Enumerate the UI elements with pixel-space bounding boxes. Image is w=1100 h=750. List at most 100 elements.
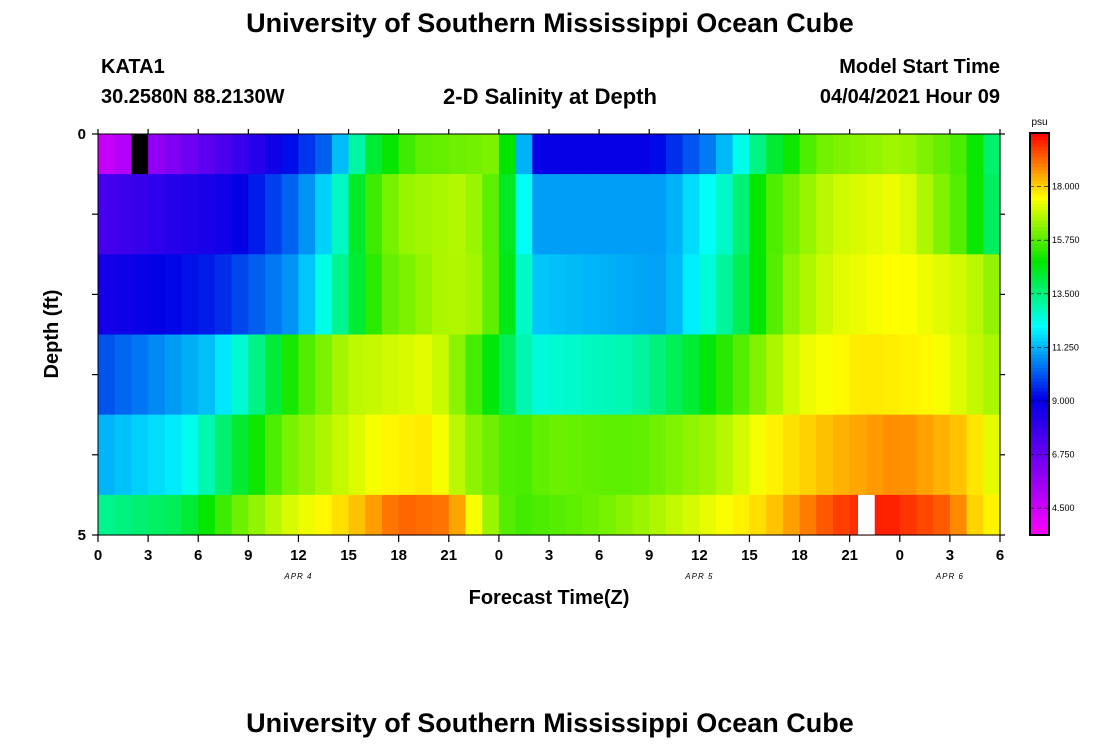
- colorbar-segment: [1030, 380, 1049, 385]
- heatmap-cell-marker: [131, 134, 149, 175]
- heatmap-cell: [465, 174, 483, 255]
- date-label: APR 5: [684, 572, 713, 581]
- heatmap-cell: [398, 254, 416, 336]
- colorbar-segment: [1030, 163, 1049, 168]
- y-tick-label: 0: [78, 126, 86, 143]
- heatmap-cell: [599, 134, 617, 175]
- heatmap-cell: [315, 134, 333, 175]
- colorbar-segment: [1030, 297, 1049, 302]
- heatmap-cell: [415, 494, 433, 536]
- colorbar-segment: [1030, 200, 1049, 204]
- colorbar-segment: [1030, 183, 1049, 188]
- colorbar-segment: [1030, 226, 1049, 231]
- colorbar-segment: [1030, 246, 1049, 251]
- heatmap-cell: [782, 134, 801, 175]
- heatmap-cell: [398, 494, 416, 536]
- colorbar-segment: [1030, 528, 1049, 533]
- colorbar-frame: [1029, 132, 1050, 536]
- heatmap-cell: [732, 494, 751, 536]
- heatmap-cell: [231, 334, 249, 416]
- heatmap-cell: [983, 494, 1001, 536]
- heatmap-cell: [448, 174, 467, 255]
- station-coords: 30.2580N 88.2130W: [101, 86, 285, 108]
- heatmap-cell: [665, 414, 684, 496]
- x-tick-label: 6: [194, 547, 202, 564]
- heatmap-cell: [248, 134, 266, 175]
- heatmap-cell: [281, 134, 300, 175]
- heatmap-cell: [549, 134, 567, 175]
- heatmap-cell: [114, 334, 133, 416]
- colorbar-segment: [1030, 511, 1049, 516]
- x-tick-label: 6: [996, 547, 1004, 564]
- heatmap-cell: [365, 254, 383, 336]
- heatmap-cell: [966, 334, 984, 416]
- colorbar-tick-label: 15.750: [1052, 235, 1080, 245]
- colorbar-segment: [1030, 159, 1049, 164]
- heatmap-cell: [214, 174, 233, 255]
- colorbar-tick-label: 13.500: [1052, 289, 1080, 299]
- heatmap-cell: [749, 134, 767, 175]
- heatmap-cell: [265, 414, 283, 496]
- heatmap-cell: [732, 334, 751, 416]
- heatmap-cell: [348, 334, 366, 416]
- heatmap-cell: [849, 174, 867, 255]
- colorbar-segment: [1030, 220, 1049, 225]
- heatmap-cell: [98, 134, 116, 175]
- heatmap-cell: [866, 334, 884, 416]
- heatmap-cell: [799, 134, 817, 175]
- heatmap-cell: [866, 254, 884, 336]
- colorbar-segment: [1030, 186, 1049, 191]
- heatmap-cell: [632, 414, 650, 496]
- colorbar-segment: [1030, 491, 1049, 496]
- heatmap-cell: [916, 254, 934, 336]
- colorbar-segment: [1030, 230, 1049, 235]
- heatmap-cell: [331, 334, 350, 416]
- heatmap-cell: [498, 134, 517, 175]
- heatmap-cell: [599, 494, 617, 536]
- heatmap-cell: [899, 494, 918, 536]
- heatmap-cell: [682, 414, 700, 496]
- colorbar-segment: [1030, 290, 1049, 295]
- heatmap-cell: [532, 254, 550, 336]
- heatmap-cell: [716, 134, 734, 175]
- heatmap-cell: [599, 174, 617, 255]
- heatmap-cell: [933, 414, 951, 496]
- heatmap-cell: [348, 134, 366, 175]
- heatmap-cell: [164, 334, 183, 416]
- heatmap-cell: [665, 334, 684, 416]
- heatmap-cell: [415, 174, 433, 255]
- heatmap-cell: [448, 134, 467, 175]
- heatmap-cell: [699, 134, 717, 175]
- heatmap-cell: [966, 414, 984, 496]
- x-tick-label: 3: [545, 547, 553, 564]
- heatmap-cell: [365, 174, 383, 255]
- heatmap-cell: [331, 254, 350, 336]
- heatmap-cell: [582, 334, 600, 416]
- heatmap-cell: [832, 174, 851, 255]
- heatmap-cell: [214, 254, 233, 336]
- heatmap-cell: [615, 254, 634, 336]
- heatmap-cell: [315, 494, 333, 536]
- heatmap-cell: [599, 414, 617, 496]
- heatmap-cell: [549, 174, 567, 255]
- heatmap-cell: [148, 134, 166, 175]
- heatmap-cell: [265, 174, 283, 255]
- colorbar-segment: [1030, 317, 1049, 322]
- heatmap-cell: [114, 174, 133, 255]
- heatmap-cell: [899, 414, 918, 496]
- colorbar-segment: [1030, 166, 1049, 171]
- heatmap-cell: [198, 134, 216, 175]
- heatmap-cell: [565, 494, 584, 536]
- heatmap-cell: [766, 174, 784, 255]
- heatmap-cell: [716, 414, 734, 496]
- heatmap-cell: [298, 334, 316, 416]
- heatmap-cell: [983, 254, 1001, 336]
- model-start-label: Model Start Time: [839, 56, 1000, 78]
- heatmap-cell: [181, 134, 199, 175]
- heatmap-cell: [298, 174, 316, 255]
- colorbar-segment: [1030, 280, 1049, 285]
- heatmap-cell: [498, 174, 517, 255]
- heatmap-cell: [482, 494, 500, 536]
- heatmap-cell: [432, 254, 450, 336]
- heatmap-cell: [565, 134, 584, 175]
